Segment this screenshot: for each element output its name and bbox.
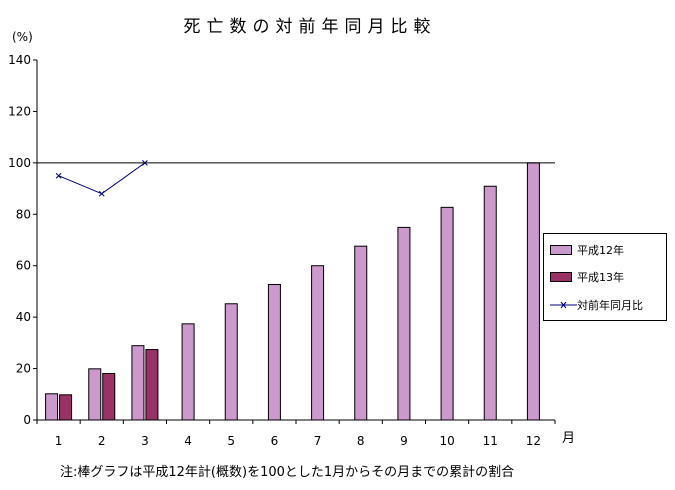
bar-2000 <box>267 283 281 421</box>
bar-2000 <box>181 323 195 421</box>
x-tick-label: 10 <box>439 434 454 448</box>
ratio-line <box>58 162 146 195</box>
x-tick-label: 1 <box>55 434 63 448</box>
bar-2001 <box>145 349 159 421</box>
y-tick-label: 20 <box>16 362 31 376</box>
y-tick-label: 0 <box>23 413 31 427</box>
y-tick-label: 80 <box>16 207 31 221</box>
ratio-point <box>142 160 148 166</box>
y-tick-label: 100 <box>8 156 31 170</box>
y-tick-label: 120 <box>8 104 31 118</box>
y-tick-label: 60 <box>16 259 31 273</box>
y-tick-label: 40 <box>16 310 31 324</box>
x-tick-label: 6 <box>271 434 279 448</box>
legend-item-2001: 平成13年 <box>550 270 624 284</box>
x-tick-label: 5 <box>227 434 235 448</box>
legend-swatch-2000 <box>550 245 572 255</box>
legend-label-2000: 平成12年 <box>577 244 624 257</box>
x-tick-label: 12 <box>526 434 541 448</box>
bar-2000 <box>311 265 325 421</box>
x-tick-label: 4 <box>184 434 192 448</box>
x-tick-label: 7 <box>314 434 322 448</box>
chart-note: 注:棒グラフは平成12年計(概数)を100とした1月からその月までの累計の割合 <box>60 465 515 480</box>
bar-2000 <box>483 185 497 421</box>
x-tick-label: 8 <box>357 434 365 448</box>
bar-2000 <box>224 303 238 421</box>
bar-2001 <box>102 372 116 421</box>
legend-item-2000: 平成12年 <box>550 243 624 257</box>
bar-2000 <box>440 206 454 421</box>
ratio-point <box>55 172 62 179</box>
bar-2000 <box>131 345 145 421</box>
x-tick-label: 11 <box>483 434 498 448</box>
legend-swatch-2001 <box>550 272 572 282</box>
legend-label-ratio: 対前年同月比 <box>577 299 643 312</box>
bar-2000 <box>397 226 411 421</box>
x-tick-label: 9 <box>400 434 408 448</box>
chart-title: 死亡数の対前年同月比較 <box>183 17 437 37</box>
x-tick-label: 3 <box>141 434 149 448</box>
bar-2001 <box>59 394 73 421</box>
y-tick-label: 140 <box>8 53 31 67</box>
bar-2000 <box>88 368 102 421</box>
legend-label-2001: 平成13年 <box>577 271 624 284</box>
ratio-point <box>98 190 105 197</box>
legend-line-marker <box>550 301 577 309</box>
legend: 平成12年 平成13年 対前年同月比 <box>543 233 667 321</box>
bar-2000 <box>526 162 540 421</box>
legend-item-ratio: 対前年同月比 <box>550 298 643 312</box>
bar-2000 <box>354 245 368 421</box>
y-axis-unit: (%) <box>12 30 33 44</box>
x-axis-unit: 月 <box>562 431 576 446</box>
bar-2000 <box>45 393 59 421</box>
x-tick-label: 2 <box>98 434 106 448</box>
